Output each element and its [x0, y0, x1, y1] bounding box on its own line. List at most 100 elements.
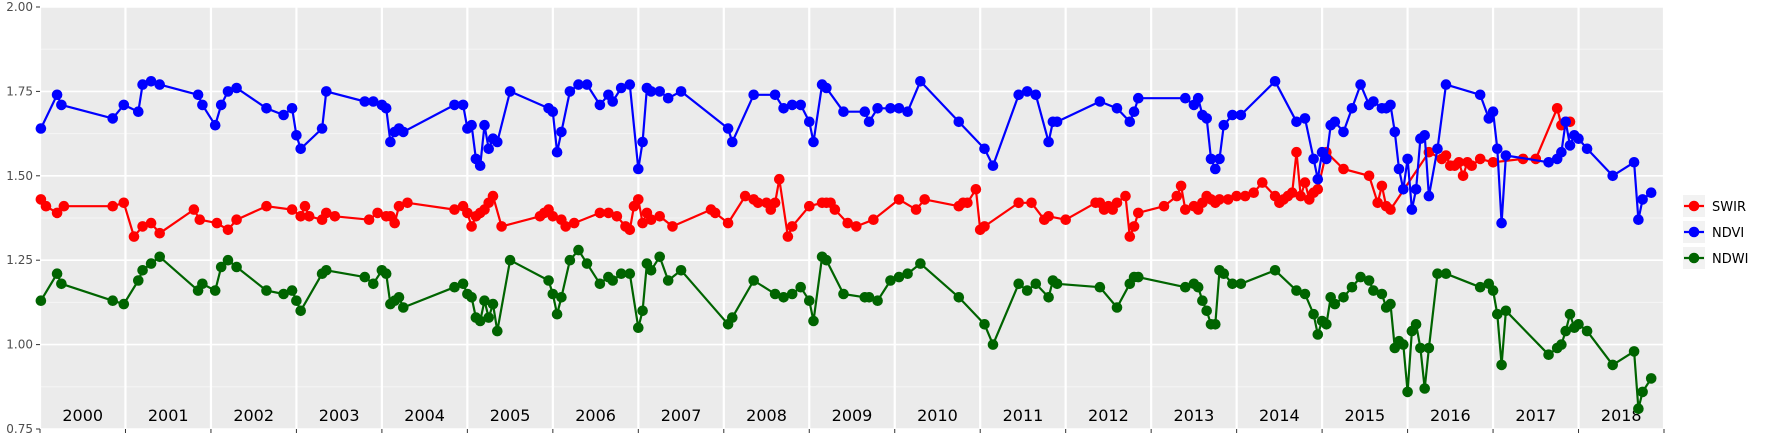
data-point-ndvi — [1573, 133, 1584, 144]
data-point-ndwi — [902, 268, 913, 280]
data-point-ndvi — [474, 160, 486, 171]
data-point-ndwi — [804, 295, 815, 307]
data-point-swir — [1111, 197, 1123, 209]
data-point-ndwi — [35, 295, 47, 307]
data-point-ndvi — [1201, 113, 1212, 124]
data-point-ndvi — [1192, 92, 1204, 104]
data-point-ndvi — [722, 123, 734, 134]
data-point-swir — [402, 197, 413, 209]
data-point-swir — [1222, 194, 1234, 205]
data-point-ndvi — [564, 86, 576, 97]
data-point-ndvi — [1214, 153, 1225, 165]
data-point-swir — [1338, 163, 1349, 175]
data-point-swir — [1474, 153, 1486, 165]
data-point-ndvi — [1043, 136, 1054, 148]
data-point-ndwi — [953, 292, 965, 303]
data-point-ndvi — [987, 160, 999, 171]
series-swir — [35, 103, 1576, 242]
data-point-ndwi — [915, 258, 926, 269]
year-label: 2015 — [1344, 406, 1385, 425]
data-point-ndvi — [556, 126, 567, 138]
year-label: 2005 — [490, 406, 531, 425]
data-point-ndvi — [637, 136, 648, 148]
data-point-swir — [222, 224, 234, 236]
data-point-ndvi — [573, 79, 584, 90]
data-point-swir — [970, 184, 982, 195]
data-point-ndwi — [633, 322, 644, 334]
data-point-swir — [145, 217, 157, 229]
data-point-ndvi — [1308, 153, 1319, 165]
data-point-ndwi — [449, 281, 460, 293]
data-point-swir — [1133, 207, 1144, 219]
data-point-ndvi — [633, 163, 644, 175]
data-point-ndwi — [1423, 342, 1435, 354]
legend: SWIR NDVI NDWI — [1683, 195, 1748, 269]
data-point-ndwi — [607, 275, 618, 286]
data-point-ndvi — [1124, 116, 1136, 128]
data-point-ndwi — [808, 315, 819, 327]
data-point-ndvi — [504, 86, 516, 97]
data-point-ndvi — [979, 143, 990, 155]
data-point-ndwi — [872, 295, 883, 307]
data-point-ndvi — [449, 99, 460, 111]
data-point-swir — [739, 190, 751, 202]
data-point-ndwi — [1419, 383, 1430, 394]
data-point-ndwi — [1043, 292, 1054, 303]
data-point-swir — [1312, 184, 1324, 195]
data-point-ndwi — [637, 305, 648, 317]
data-point-ndwi — [209, 285, 221, 296]
year-label: 2017 — [1515, 406, 1556, 425]
data-point-ndwi — [1269, 265, 1281, 276]
data-point-swir — [194, 214, 206, 225]
data-point-ndwi — [1500, 305, 1512, 317]
data-point-swir — [51, 207, 63, 219]
data-point-ndvi — [1133, 92, 1144, 104]
data-point-swir — [1214, 194, 1225, 205]
data-point-swir — [1372, 197, 1383, 209]
data-point-ndwi — [1398, 339, 1409, 350]
data-point-ndwi — [359, 271, 371, 283]
data-point-ndwi — [1368, 285, 1379, 296]
data-point-swir — [496, 221, 507, 232]
data-point-ndwi — [769, 288, 781, 300]
data-point-ndvi — [953, 116, 965, 128]
data-point-swir — [1128, 221, 1140, 232]
data-point-ndvi — [457, 99, 469, 111]
data-point-ndwi — [1376, 288, 1388, 300]
data-point-ndvi — [1021, 86, 1033, 97]
data-point-ndvi — [483, 143, 495, 155]
data-point-ndwi — [1180, 281, 1191, 293]
data-point-swir — [804, 200, 815, 212]
data-point-ndwi — [1094, 281, 1106, 293]
data-point-ndvi — [915, 76, 926, 87]
data-point-swir — [261, 200, 272, 212]
data-point-ndvi — [1094, 96, 1106, 107]
data-point-ndvi — [1487, 106, 1499, 117]
data-point-ndvi — [1030, 89, 1042, 101]
data-point-swir — [868, 214, 879, 225]
year-label: 2001 — [148, 406, 189, 425]
data-point-swir — [910, 204, 922, 215]
data-point-ndvi — [231, 82, 242, 94]
data-point-swir — [188, 204, 200, 215]
data-point-ndvi — [380, 103, 392, 114]
data-point-ndwi — [1201, 305, 1212, 317]
year-label: 2003 — [319, 406, 360, 425]
data-point-ndwi — [1581, 325, 1593, 337]
series-layer — [35, 76, 1657, 415]
legend-item-swir: SWIR — [1683, 195, 1746, 217]
data-point-ndvi — [748, 89, 759, 101]
data-point-ndwi — [654, 251, 665, 263]
year-label: 2007 — [661, 406, 702, 425]
data-point-ndvi — [492, 136, 503, 148]
data-point-swir — [654, 211, 665, 222]
data-point-ndwi — [1338, 292, 1349, 303]
data-point-ndwi — [795, 281, 806, 293]
data-point-ndwi — [748, 275, 759, 286]
data-point-swir — [1453, 157, 1465, 168]
legend-item-ndwi: NDWI — [1683, 247, 1748, 269]
data-point-ndvi — [872, 103, 883, 114]
data-point-ndvi — [1389, 126, 1401, 138]
legend-key-point — [1688, 200, 1700, 212]
data-point-ndwi — [1633, 403, 1644, 415]
